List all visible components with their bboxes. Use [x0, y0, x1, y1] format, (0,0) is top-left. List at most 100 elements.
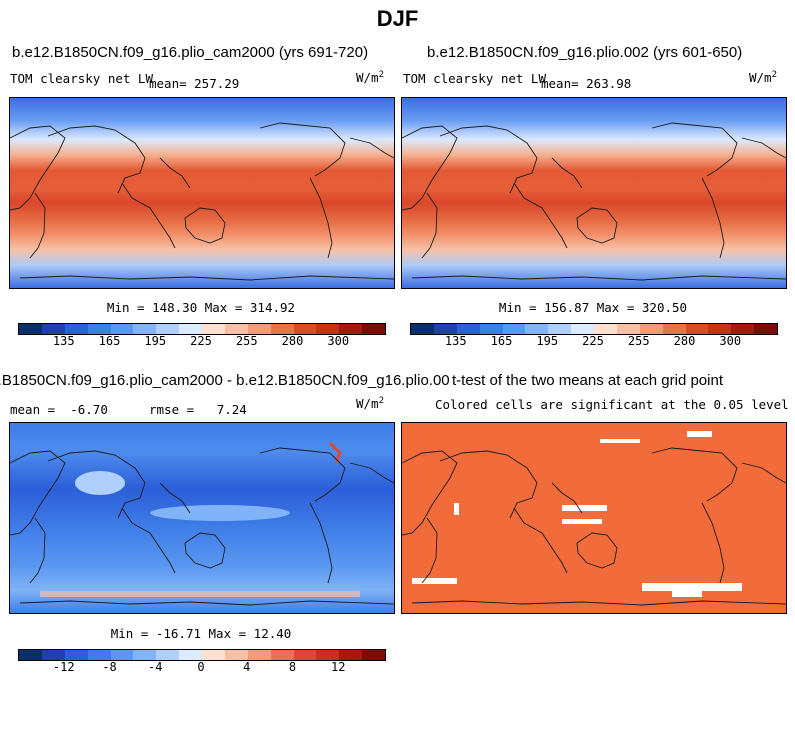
- colorbar-swatch: [179, 650, 202, 660]
- colorbar-swatch: [411, 324, 434, 334]
- colorbar-swatch: [110, 324, 134, 334]
- colorbar-tick-label: 255: [235, 334, 258, 348]
- colorbar-swatch: [247, 650, 271, 660]
- colorbar-swatch: [87, 650, 111, 660]
- colorbar-swatch: [156, 324, 180, 334]
- colorbar-swatch: [270, 324, 294, 334]
- colorbar-swatch: [293, 324, 317, 334]
- panel2-map: [401, 97, 787, 289]
- colorbar-swatch: [754, 324, 777, 334]
- colorbar-tick-label: 165: [98, 334, 121, 348]
- panel2-field: [402, 98, 786, 288]
- colorbar-tick-label: 135: [52, 334, 75, 348]
- panel3-stats: Min = -16.71 Max = 12.40: [110, 626, 292, 641]
- colorbar-swatch: [316, 650, 340, 660]
- panel4-coastlines: [402, 447, 786, 606]
- colorbar-swatch: [502, 324, 526, 334]
- colorbar-tick-label: 12: [331, 660, 346, 674]
- colorbar-swatch: [708, 324, 732, 334]
- colorbar-swatch: [685, 324, 709, 334]
- colorbar-swatch: [224, 324, 248, 334]
- colorbar-swatch: [19, 650, 42, 660]
- colorbar-swatch: [224, 650, 248, 660]
- panel2-coastlines: [402, 122, 786, 281]
- panel1-map: [9, 97, 395, 289]
- colorbar-tick-label: 195: [536, 334, 559, 348]
- colorbar-swatch: [362, 650, 385, 660]
- panel3-warm-band-south: [40, 591, 360, 597]
- colorbar-swatch: [571, 324, 594, 334]
- colorbar-tick-label: 225: [582, 334, 604, 348]
- panel4-title-clip: t-test of the two means at each grid poi…: [452, 372, 795, 392]
- colorbar-tick-label: 165: [490, 334, 513, 348]
- panel1-colorbar: [18, 323, 386, 335]
- panel4-map: [401, 422, 787, 614]
- panel1-title: b.e12.B1850CN.f09_g16.plio_cam2000 (yrs …: [12, 44, 369, 61]
- colorbar-swatch: [19, 324, 42, 334]
- colorbar-swatch: [525, 324, 549, 334]
- colorbar-swatch: [456, 324, 480, 334]
- panel3-title: b.e12.B1850CN.f09_g16.plio_cam2000 - b.e…: [0, 372, 450, 389]
- colorbar-swatch: [87, 324, 111, 334]
- figure-title: DJF: [376, 6, 419, 31]
- panel3-colorbar: [18, 649, 386, 661]
- panel1-coastlines: [10, 122, 394, 281]
- colorbar-swatch: [616, 324, 640, 334]
- panel1-units: W/m2: [356, 70, 384, 86]
- colorbar-swatch: [247, 324, 271, 334]
- colorbar-swatch: [339, 650, 363, 660]
- colorbar-tick-label: -4: [148, 660, 163, 674]
- panel2-variable: TOM clearsky net LW: [403, 71, 546, 86]
- panel2-title: b.e12.B1850CN.f09_g16.plio.002 (yrs 601-…: [427, 44, 743, 61]
- panel3-coastlines: [10, 447, 394, 606]
- colorbar-tick-label: 280: [281, 334, 304, 348]
- panel3-mean: mean = -6.70: [10, 402, 108, 417]
- colorbar-swatch: [270, 650, 294, 660]
- panel4-subtitle: Colored cells are significant at the 0.0…: [435, 397, 789, 412]
- panel3-map: [9, 422, 395, 614]
- panel3-warm-streak: [328, 441, 342, 464]
- colorbar-swatch: [133, 324, 157, 334]
- colorbar-swatch: [41, 324, 65, 334]
- colorbar-tick-label: 300: [327, 334, 350, 348]
- panel1-variable: TOM clearsky net LW: [10, 71, 153, 86]
- colorbar-swatch: [731, 324, 755, 334]
- colorbar-swatch: [202, 324, 225, 334]
- panel1-field: [10, 98, 394, 288]
- colorbar-tick-label: 280: [673, 334, 696, 348]
- panel2-map-svg: [402, 98, 786, 288]
- panel2-units: W/m2: [749, 70, 777, 86]
- panel4-map-svg: [402, 423, 786, 613]
- colorbar-swatch: [156, 650, 180, 660]
- panel3-light-patch-asia: [75, 471, 125, 495]
- colorbar-swatch: [594, 324, 617, 334]
- panel2-mean: mean= 263.98: [541, 76, 632, 91]
- colorbar-swatch: [479, 324, 503, 334]
- colorbar-swatch: [133, 650, 157, 660]
- colorbar-tick-label: 300: [719, 334, 742, 348]
- panel1-stats: Min = 148.30 Max = 314.92: [106, 300, 296, 315]
- colorbar-tick-label: -8: [102, 660, 117, 674]
- colorbar-swatch: [64, 650, 88, 660]
- panel2-colorbar-ticks: 135 165 195 225 255 280 300: [410, 334, 776, 350]
- colorbar-swatch: [662, 324, 686, 334]
- panel3-units: W/m2: [356, 396, 384, 412]
- colorbar-swatch: [41, 650, 65, 660]
- panel2-stats: Min = 156.87 Max = 320.50: [498, 300, 688, 315]
- panel4-significant-field: [402, 423, 786, 613]
- colorbar-tick-label: 255: [627, 334, 650, 348]
- panel1-colorbar-ticks: 135 165 195 225 255 280 300: [18, 334, 384, 350]
- colorbar-swatch: [316, 324, 340, 334]
- colorbar-tick-label: 4: [243, 660, 251, 674]
- colorbar-swatch: [433, 324, 457, 334]
- panel3-light-band-pacific: [150, 505, 290, 521]
- panel3-map-svg: [10, 423, 394, 613]
- colorbar-swatch: [293, 650, 317, 660]
- panel4-title: t-test of the two means at each grid poi…: [452, 372, 723, 389]
- colorbar-swatch: [639, 324, 663, 334]
- colorbar-tick-label: -12: [52, 660, 75, 674]
- colorbar-swatch: [179, 324, 202, 334]
- colorbar-swatch: [362, 324, 385, 334]
- panel3-rmse: rmse = 7.24: [149, 402, 247, 417]
- colorbar-swatch: [110, 650, 134, 660]
